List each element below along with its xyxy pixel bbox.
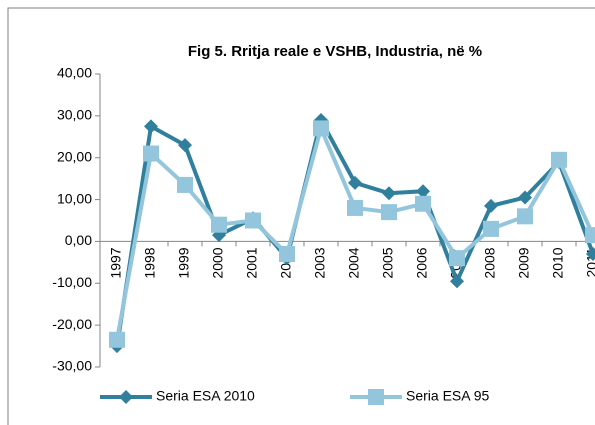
- x-tick-label: 1998: [142, 247, 158, 278]
- point-marker: [415, 195, 431, 212]
- x-tick-label: 1997: [108, 247, 124, 278]
- point-marker: [517, 208, 533, 225]
- y-tick-label: -20,00: [52, 316, 92, 332]
- point-marker: [381, 204, 397, 221]
- point-marker: [347, 199, 363, 216]
- x-tick-label: 2004: [346, 247, 362, 278]
- x-tick-label: 2000: [210, 247, 226, 278]
- point-marker: [178, 138, 192, 153]
- point-marker: [585, 227, 595, 244]
- x-tick-label: 2003: [312, 247, 328, 278]
- legend-label: Seria ESA 95: [406, 388, 489, 404]
- y-tick-label: -30,00: [52, 358, 92, 374]
- y-tick-label: 30,00: [57, 107, 92, 123]
- x-tick-label: 2006: [414, 247, 430, 278]
- point-marker: [450, 274, 464, 289]
- y-tick-label: -10,00: [52, 274, 92, 290]
- point-marker: [368, 389, 384, 405]
- y-tick-label: 20,00: [57, 148, 92, 164]
- point-marker: [586, 246, 595, 261]
- y-tick-label: 40,00: [57, 65, 92, 81]
- point-marker: [279, 245, 295, 262]
- point-marker: [449, 250, 465, 267]
- x-tick-label: 2001: [244, 247, 260, 278]
- x-tick-label: 2005: [380, 247, 396, 278]
- chart-frame: [7, 7, 595, 425]
- x-tick-label: 2011: [584, 247, 595, 277]
- y-tick-label: 10,00: [57, 190, 92, 206]
- point-marker: [382, 186, 396, 201]
- y-tick-label: 0,00: [65, 232, 92, 248]
- legend-label: Seria ESA 2010: [156, 388, 255, 404]
- x-tick-label: 2009: [516, 247, 532, 278]
- point-marker: [484, 198, 498, 213]
- point-marker: [144, 119, 158, 134]
- point-marker: [416, 184, 430, 199]
- point-marker: [177, 176, 193, 193]
- x-tick-label: 1999: [176, 247, 192, 278]
- point-marker: [211, 216, 227, 233]
- point-marker: [245, 212, 261, 229]
- point-marker: [348, 175, 362, 190]
- point-marker: [483, 220, 499, 237]
- point-marker: [551, 151, 567, 168]
- point-marker: [313, 120, 329, 137]
- x-tick-label: 2008: [482, 247, 498, 278]
- chart-title: Fig 5. Rritja reale e VSHB, Industria, n…: [188, 43, 482, 60]
- x-tick-label: 2010: [550, 247, 566, 278]
- point-marker: [518, 190, 532, 205]
- point-marker: [119, 390, 133, 404]
- point-marker: [143, 145, 159, 162]
- point-marker: [109, 331, 125, 348]
